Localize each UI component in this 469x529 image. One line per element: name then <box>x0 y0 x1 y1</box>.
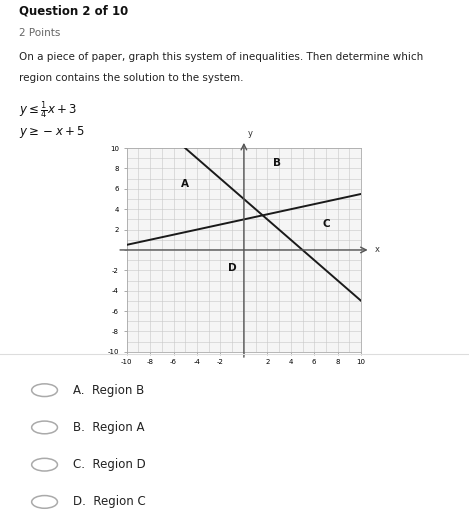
Text: y: y <box>248 129 252 138</box>
Text: 2 Points: 2 Points <box>19 28 60 38</box>
Text: A: A <box>181 179 189 189</box>
Text: B.  Region A: B. Region A <box>73 421 144 434</box>
Text: $y \geq -x+5$: $y \geq -x+5$ <box>19 124 84 140</box>
Text: A.  Region B: A. Region B <box>73 384 144 397</box>
Text: C: C <box>322 220 330 230</box>
Text: D.  Region C: D. Region C <box>73 496 145 508</box>
Text: C.  Region D: C. Region D <box>73 458 145 471</box>
Text: x: x <box>375 245 380 254</box>
Text: B: B <box>272 158 281 168</box>
Text: region contains the solution to the system.: region contains the solution to the syst… <box>19 73 243 83</box>
Text: $y \leq \frac{1}{4}x+3$: $y \leq \frac{1}{4}x+3$ <box>19 99 77 121</box>
Text: Question 2 of 10: Question 2 of 10 <box>19 4 128 17</box>
Text: D: D <box>228 263 236 273</box>
Text: On a piece of paper, graph this system of inequalities. Then determine which: On a piece of paper, graph this system o… <box>19 52 423 62</box>
